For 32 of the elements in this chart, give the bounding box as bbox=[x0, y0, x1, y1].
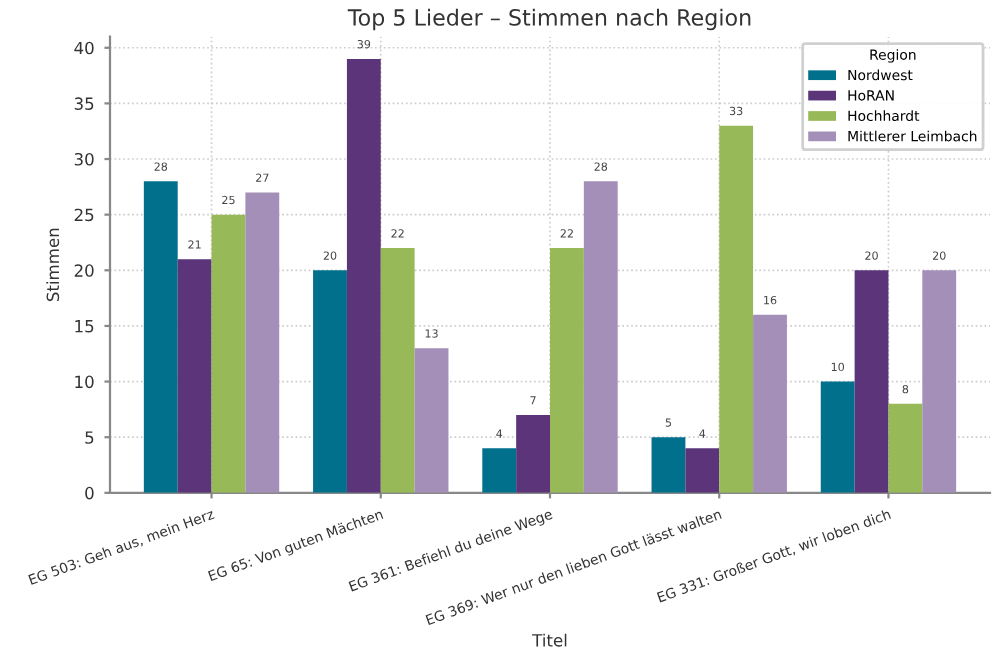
y-tick-label: 40 bbox=[74, 41, 94, 55]
y-tick-label: 15 bbox=[75, 320, 94, 333]
bar bbox=[414, 348, 449, 493]
bar bbox=[482, 448, 517, 493]
y-tick-label: 35 bbox=[74, 97, 94, 110]
y-tick-label: 5 bbox=[85, 431, 94, 444]
bar bbox=[719, 125, 754, 493]
bar bbox=[922, 270, 957, 493]
bar bbox=[753, 314, 787, 493]
x-axis-title: Titel bbox=[532, 633, 567, 647]
bar bbox=[380, 248, 415, 493]
y-tick-label: 0 bbox=[85, 486, 94, 500]
chart-title: Top 5 Lieder – Stimmen nach Region bbox=[347, 8, 751, 31]
bar bbox=[583, 181, 618, 493]
y-tick-label: 30 bbox=[74, 152, 94, 166]
bar bbox=[854, 270, 889, 493]
y-axis-title: Stimmen bbox=[46, 228, 60, 302]
y-tick-label: 20 bbox=[74, 264, 94, 277]
bar bbox=[820, 381, 855, 493]
bar bbox=[346, 58, 381, 493]
bar bbox=[143, 181, 178, 493]
bar bbox=[177, 259, 212, 493]
bar bbox=[685, 448, 720, 493]
bar bbox=[550, 248, 584, 493]
y-tick-label: 25 bbox=[74, 208, 94, 222]
bar bbox=[516, 414, 550, 493]
bar bbox=[211, 214, 246, 493]
bar bbox=[888, 403, 923, 493]
bar bbox=[245, 192, 280, 493]
bar bbox=[313, 270, 347, 493]
bar bbox=[651, 437, 686, 493]
y-tick-label: 10 bbox=[75, 375, 94, 389]
